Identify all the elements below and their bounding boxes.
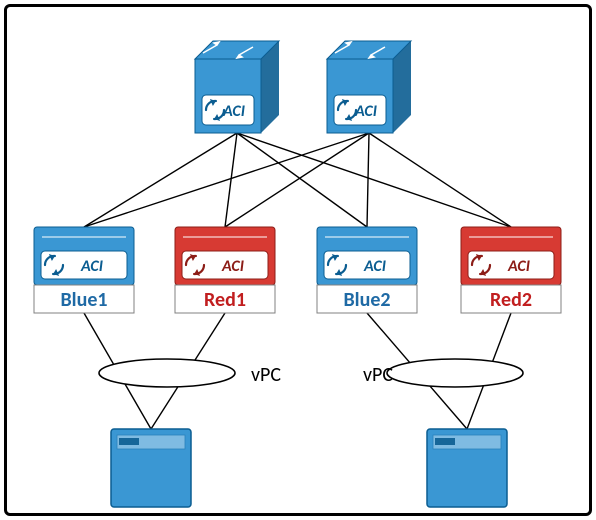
edge-spine2-leaf_blue2 (367, 133, 369, 227)
vpc-ellipse-2 (387, 359, 523, 387)
edge-spine1-leaf_red2 (237, 133, 511, 227)
node-leaf_blue2-caption: Blue2 (343, 288, 390, 312)
node-host2 (427, 429, 507, 507)
node-spine1: ACI (195, 41, 279, 133)
node-leaf_red2: ACI Red2 (461, 227, 561, 313)
edge-spine2-leaf_red2 (369, 133, 511, 227)
node-leaf_red2-icon-label: ACI (507, 257, 530, 276)
diagram-frame: vPC vPC ACI ACI ACI Blue1 ACI Red1 ACI Blue2 ACI Re… (4, 4, 592, 516)
node-leaf_blue1: ACI Blue1 (34, 227, 134, 313)
node-spine1-icon-label: ACI (222, 102, 245, 121)
node-spine2-icon-label: ACI (354, 102, 377, 121)
node-leaf_red1: ACI Red1 (175, 227, 275, 313)
edge-spine1-leaf_blue1 (84, 133, 237, 227)
node-host1 (111, 429, 191, 507)
topology-svg: vPC vPC ACI ACI ACI Blue1 ACI Red1 ACI Blue2 ACI Re… (7, 7, 595, 519)
node-spine2: ACI (327, 41, 411, 133)
vpc-ellipse-1 (99, 359, 235, 387)
node-leaf_red2-caption: Red2 (490, 288, 532, 312)
node-leaf_blue1-caption: Blue1 (60, 288, 107, 312)
vpc-label-2: vPC (363, 363, 393, 387)
node-leaf_blue2: ACI Blue2 (317, 227, 417, 313)
node-leaf_red1-caption: Red1 (204, 288, 246, 312)
vpc-label-1: vPC (251, 363, 281, 387)
node-leaf_red1-icon-label: ACI (221, 257, 244, 276)
node-leaf_blue2-icon-label: ACI (363, 257, 386, 276)
node-leaf_blue1-icon-label: ACI (80, 257, 103, 276)
